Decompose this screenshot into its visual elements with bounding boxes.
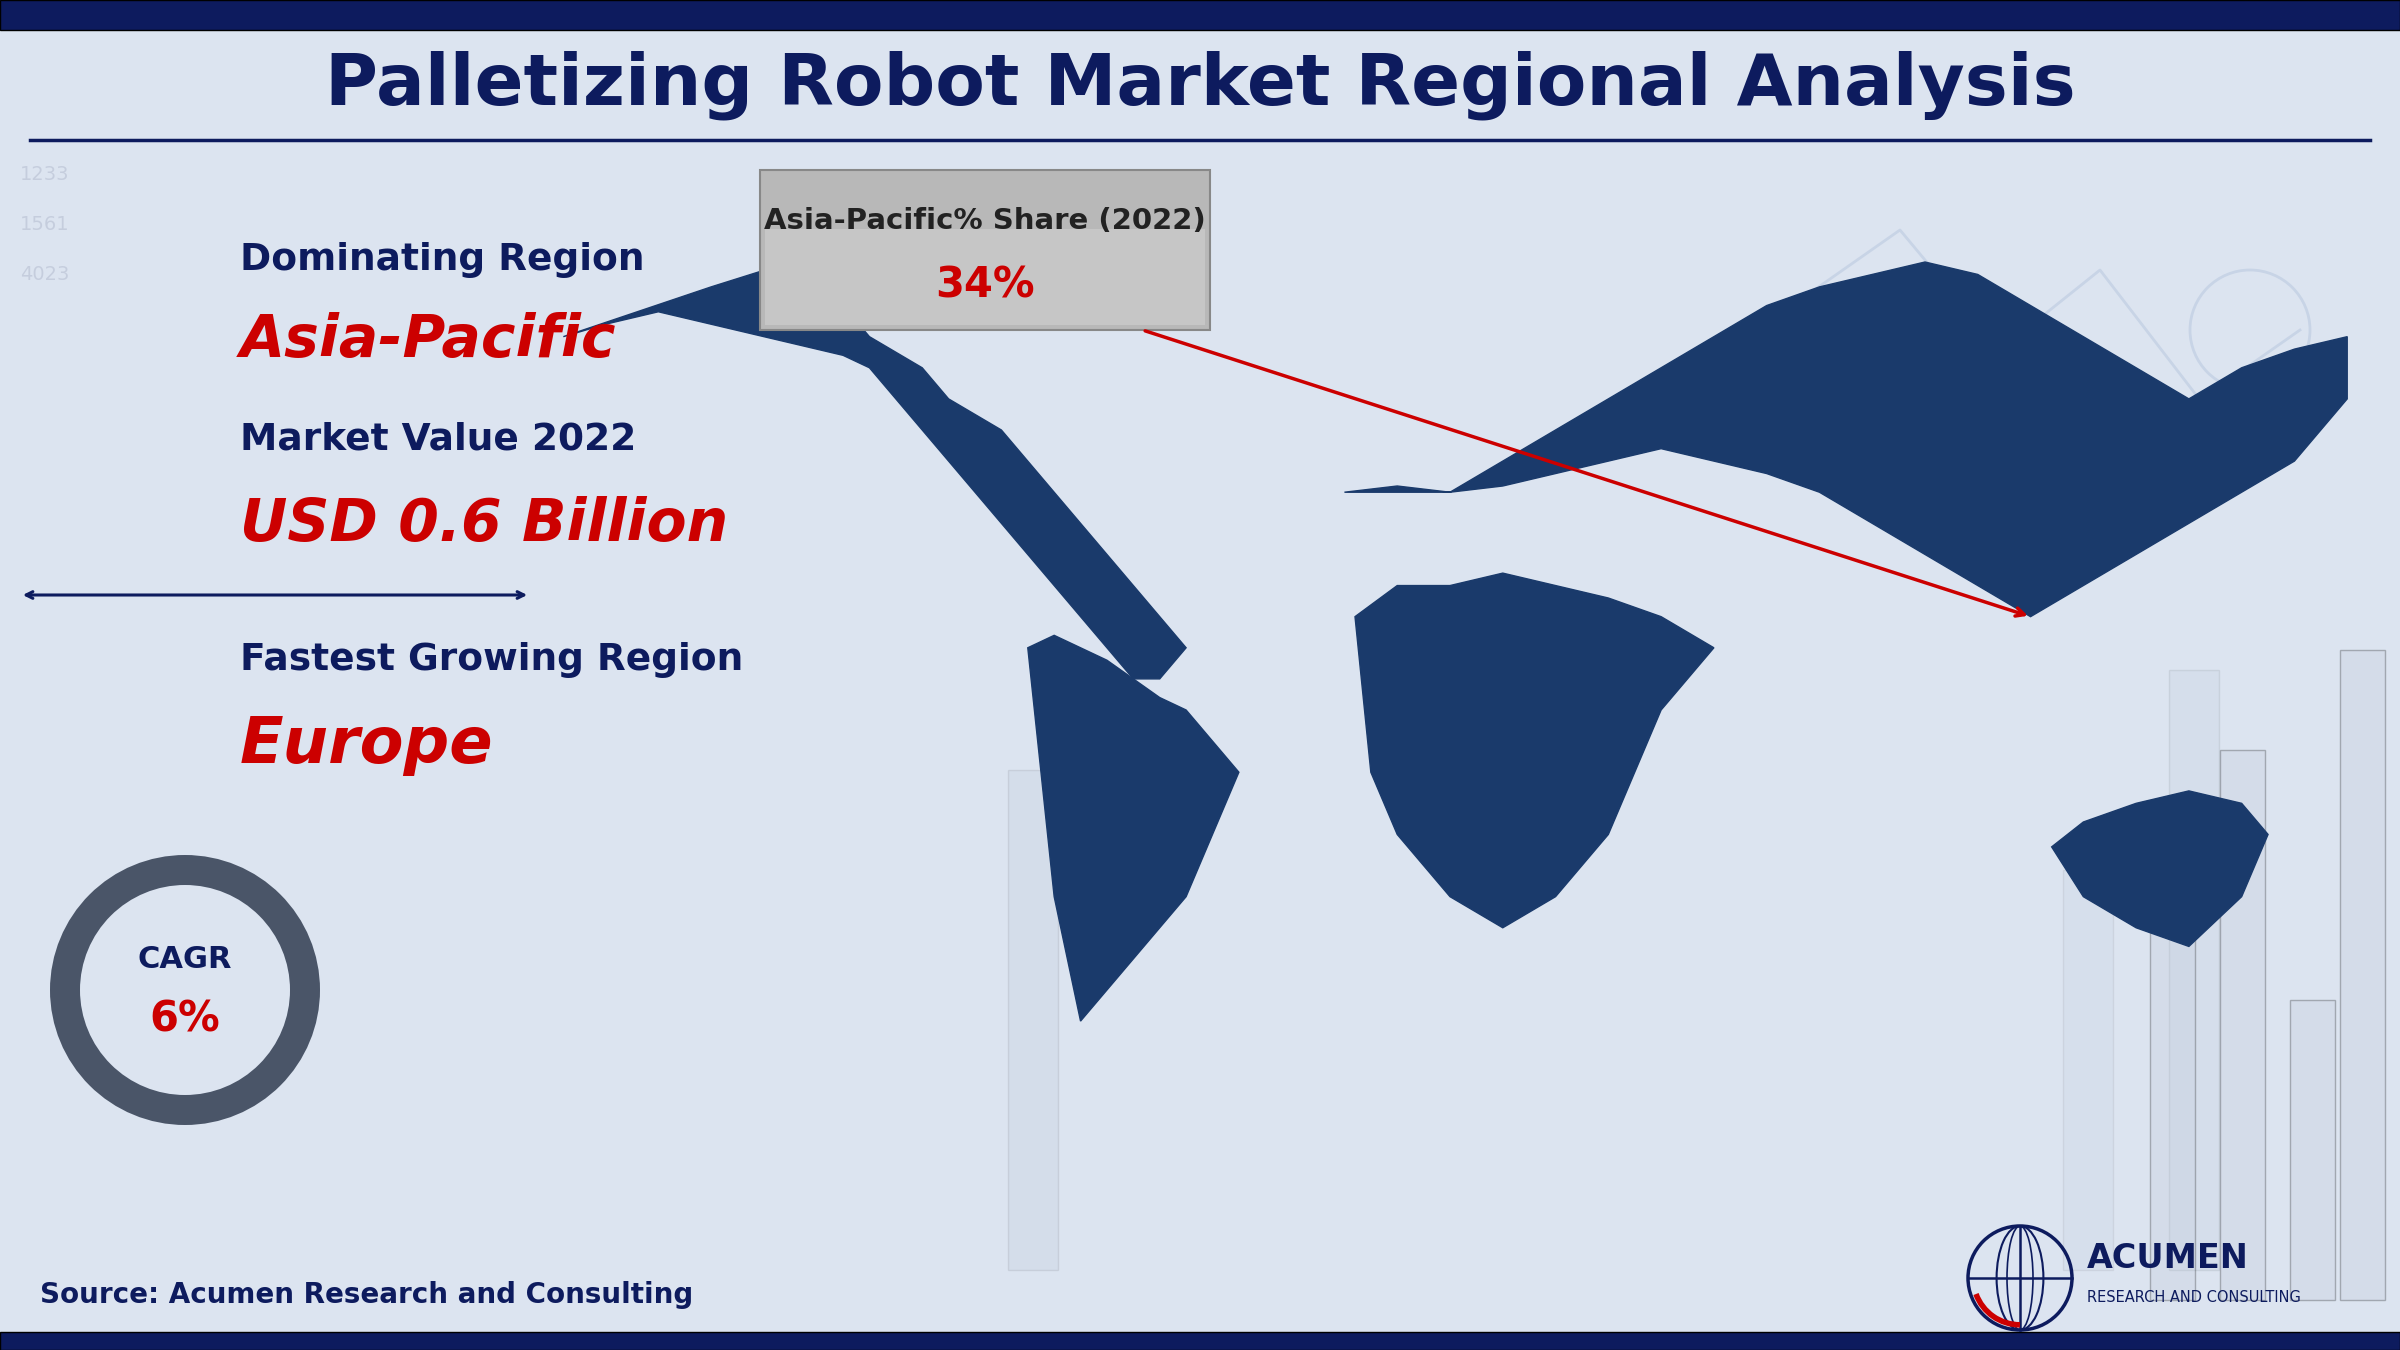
Text: 4023: 4023 (19, 265, 70, 284)
Text: Market Value 2022: Market Value 2022 (240, 423, 636, 458)
FancyBboxPatch shape (1008, 769, 1058, 1270)
FancyBboxPatch shape (2064, 869, 2114, 1270)
Text: Europe: Europe (240, 714, 494, 776)
FancyBboxPatch shape (2170, 670, 2220, 1270)
FancyBboxPatch shape (766, 230, 1205, 325)
Circle shape (50, 855, 319, 1125)
Text: Asia-Pacific% Share (2022): Asia-Pacific% Share (2022) (763, 207, 1205, 235)
FancyBboxPatch shape (2150, 900, 2196, 1300)
Circle shape (79, 886, 290, 1095)
Polygon shape (1344, 262, 2347, 617)
FancyBboxPatch shape (761, 170, 1210, 329)
Text: 1561: 1561 (19, 215, 70, 234)
Text: 6%: 6% (149, 999, 221, 1041)
Text: Source: Acumen Research and Consulting: Source: Acumen Research and Consulting (41, 1281, 694, 1310)
Polygon shape (2052, 791, 2268, 946)
FancyBboxPatch shape (0, 1332, 2400, 1350)
Polygon shape (1027, 636, 1238, 1021)
Text: Asia-Pacific: Asia-Pacific (240, 312, 617, 369)
Polygon shape (1356, 574, 1714, 927)
Text: 1233: 1233 (19, 165, 70, 184)
Text: CAGR: CAGR (137, 945, 233, 975)
Text: ACUMEN: ACUMEN (2088, 1242, 2249, 1274)
Text: 34%: 34% (936, 265, 1034, 306)
FancyBboxPatch shape (2290, 1000, 2335, 1300)
Text: Dominating Region: Dominating Region (240, 242, 646, 278)
Text: USD 0.6 Billion: USD 0.6 Billion (240, 497, 727, 554)
FancyBboxPatch shape (0, 0, 2400, 30)
Text: Palletizing Robot Market Regional Analysis: Palletizing Robot Market Regional Analys… (324, 50, 2076, 120)
Text: RESEARCH AND CONSULTING: RESEARCH AND CONSULTING (2088, 1291, 2302, 1305)
Text: Fastest Growing Region: Fastest Growing Region (240, 643, 744, 678)
Polygon shape (564, 262, 1186, 679)
FancyBboxPatch shape (2340, 649, 2386, 1300)
FancyBboxPatch shape (2220, 751, 2266, 1300)
